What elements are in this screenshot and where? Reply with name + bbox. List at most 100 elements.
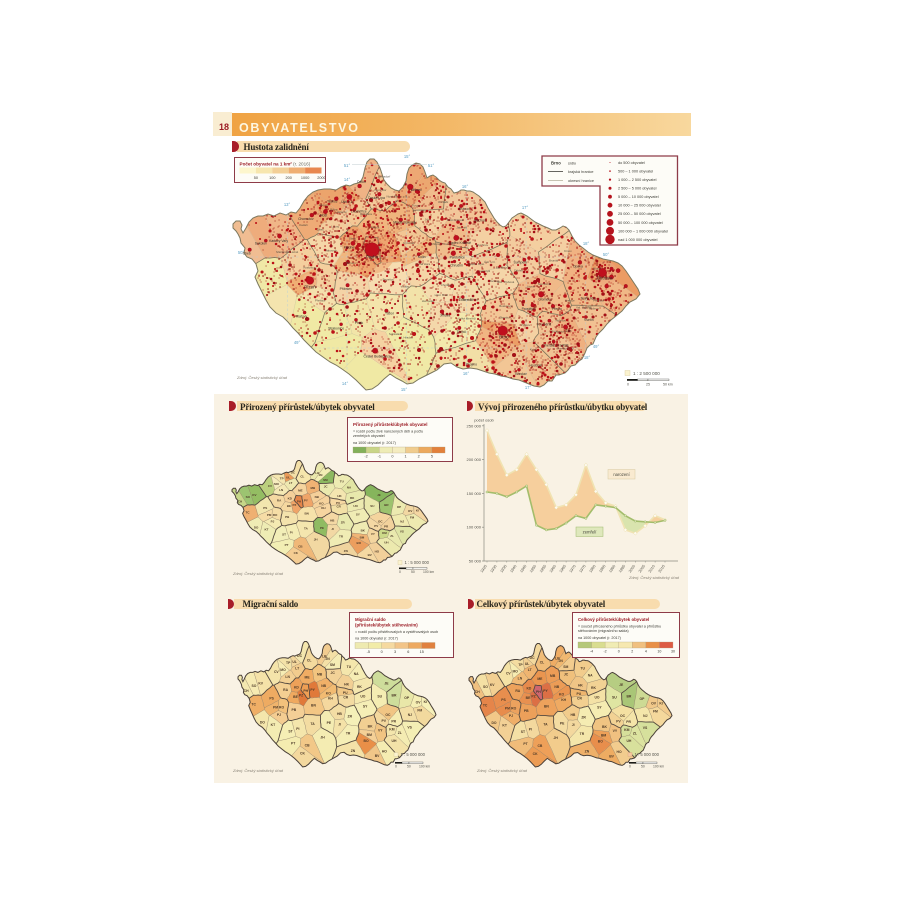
svg-text:LB: LB [555, 657, 560, 661]
svg-text:ZN: ZN [585, 749, 590, 753]
svg-text:Hlučín: Hlučín [593, 267, 602, 271]
svg-text:VS: VS [643, 726, 648, 730]
svg-text:SO: SO [483, 685, 488, 689]
svg-text:DC: DC [297, 654, 302, 658]
svg-text:50 000: 50 000 [469, 559, 482, 564]
svg-text:BM: BM [360, 536, 365, 540]
svg-text:Plzeň: Plzeň [304, 285, 316, 290]
svg-text:KD: KD [294, 685, 299, 689]
svg-text:CB: CB [305, 744, 310, 748]
svg-text:HB: HB [330, 519, 335, 523]
svg-text:KH: KH [328, 697, 333, 701]
svg-text:ST: ST [282, 533, 286, 537]
svg-text:Prostějov: Prostějov [522, 307, 536, 311]
svg-text:200 000: 200 000 [467, 457, 482, 462]
svg-text:KO: KO [559, 693, 564, 697]
svg-text:Česká Lípa: Česká Lípa [368, 195, 385, 200]
svg-text:PE: PE [560, 722, 565, 726]
svg-text:NA: NA [588, 674, 593, 678]
svg-text:PR: PR [626, 720, 631, 724]
svg-text:13°: 13° [284, 202, 291, 207]
svg-text:BE: BE [526, 696, 531, 700]
svg-text:PT: PT [285, 543, 289, 547]
svg-text:KV: KV [490, 683, 495, 687]
svg-text:Holešov: Holešov [556, 318, 567, 322]
svg-text:100 000: 100 000 [467, 525, 482, 530]
svg-text:LB: LB [315, 471, 320, 475]
svg-text:PM: PM [505, 707, 510, 711]
svg-text:BO: BO [364, 739, 369, 743]
svg-text:1980: 1980 [588, 564, 596, 573]
svg-text:-4: -4 [589, 650, 592, 654]
svg-text:BV: BV [609, 754, 614, 758]
svg-text:SY: SY [597, 706, 602, 710]
svg-text:TC: TC [246, 511, 251, 515]
svg-text:Opava: Opava [573, 264, 583, 268]
svg-text:KT: KT [265, 527, 269, 531]
svg-text:PB: PB [524, 709, 529, 713]
svg-text:Chrudim: Chrudim [450, 264, 463, 268]
svg-text:1995: 1995 [618, 564, 626, 573]
svg-text:Mladá Boleslav: Mladá Boleslav [393, 221, 416, 225]
svg-text:Litovel: Litovel [527, 285, 536, 289]
svg-text:Roudnice: Roudnice [360, 212, 373, 216]
svg-text:PY: PY [543, 689, 548, 693]
svg-text:KD: KD [526, 687, 531, 691]
svg-text:15°: 15° [401, 387, 408, 392]
svg-text:PY: PY [304, 499, 308, 503]
svg-text:Liberec: Liberec [411, 188, 422, 192]
svg-text:UH: UH [626, 739, 631, 743]
svg-text:TC: TC [251, 703, 256, 707]
svg-text:ME: ME [537, 677, 543, 681]
svg-text:6: 6 [407, 650, 409, 654]
svg-text:PI: PI [296, 727, 299, 731]
svg-text:SM: SM [330, 663, 335, 667]
svg-text:ME: ME [298, 488, 303, 492]
svg-text:Val. Meziříčí: Val. Meziříčí [576, 306, 592, 310]
svg-text:BO: BO [598, 740, 603, 744]
svg-text:BV: BV [375, 754, 380, 758]
svg-text:JH: JH [320, 735, 325, 739]
svg-text:PY: PY [310, 688, 315, 692]
svg-text:2 500 – 5 000 obyvatel: 2 500 – 5 000 obyvatel [618, 187, 657, 191]
svg-text:RK: RK [350, 496, 355, 500]
svg-text:2: 2 [418, 454, 420, 458]
svg-text:1950: 1950 [529, 564, 537, 573]
svg-text:UL: UL [525, 662, 530, 666]
svg-text:krajská hranice: krajská hranice [568, 170, 594, 174]
svg-text:49°: 49° [294, 340, 301, 345]
svg-text:RK: RK [357, 685, 362, 689]
svg-text:SM: SM [563, 665, 568, 669]
svg-text:Šternberk: Šternberk [538, 281, 551, 286]
svg-text:HK: HK [344, 682, 349, 686]
svg-text:1960: 1960 [549, 564, 557, 573]
svg-text:ME: ME [305, 676, 311, 680]
svg-text:RA: RA [283, 688, 288, 692]
svg-text:Jihlava: Jihlava [440, 314, 451, 318]
svg-text:JH: JH [554, 736, 559, 740]
svg-text:SU: SU [612, 695, 617, 699]
svg-text:PJ: PJ [509, 714, 513, 718]
svg-text:50 000 – 100 000 obyvatel: 50 000 – 100 000 obyvatel [618, 221, 663, 225]
svg-text:Chotěboř: Chotěboř [441, 283, 454, 287]
svg-text:Kolín: Kolín [418, 255, 426, 259]
svg-text:Zlín: Zlín [566, 329, 572, 333]
svg-text:LT: LT [289, 481, 293, 485]
svg-text:Žatec: Žatec [317, 226, 325, 231]
svg-text:HO: HO [375, 550, 380, 554]
svg-text:-5: -5 [366, 650, 369, 654]
svg-text:PI: PI [290, 531, 293, 535]
svg-text:KO: KO [319, 501, 324, 505]
svg-text:Mor. Třebová: Mor. Třebová [497, 280, 514, 284]
svg-text:Kyjov: Kyjov [530, 348, 538, 352]
svg-text:Nové Město p.S.: Nové Město p.S. [387, 195, 409, 199]
svg-text:HB: HB [337, 712, 342, 716]
svg-text:na 1000 obyvatel (r. 2017): na 1000 obyvatel (r. 2017) [353, 441, 396, 445]
svg-text:UL: UL [286, 476, 290, 480]
svg-text:CV: CV [274, 670, 279, 674]
svg-text:UO: UO [360, 694, 365, 698]
svg-text:narození: narození [613, 472, 630, 477]
svg-text:Brno: Brno [551, 161, 561, 166]
svg-text:MO: MO [274, 482, 279, 486]
svg-text:ZL: ZL [398, 731, 402, 735]
